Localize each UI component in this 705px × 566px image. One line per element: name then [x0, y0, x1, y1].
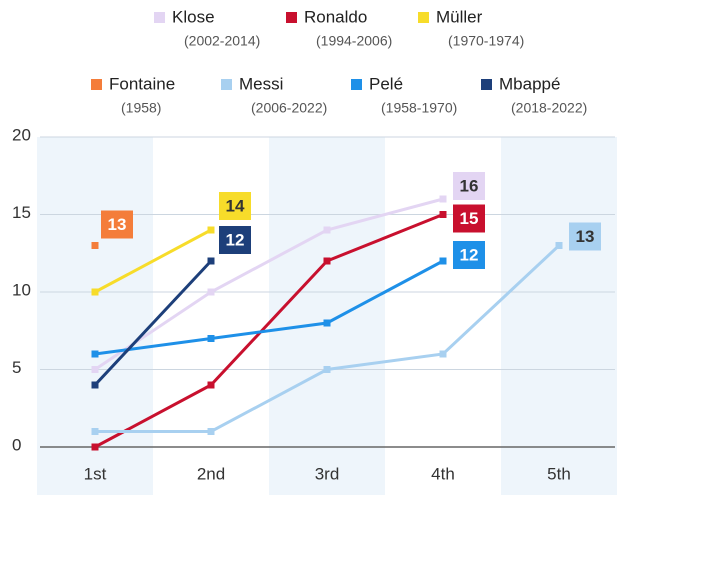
point	[439, 211, 447, 218]
legend-years: (2018-2022)	[511, 100, 587, 116]
legend-years: (2002-2014)	[184, 33, 260, 49]
value-label-box	[101, 210, 133, 239]
point	[207, 335, 215, 342]
point	[91, 288, 99, 296]
value-label: 12	[226, 230, 245, 249]
value-label: 16	[460, 176, 479, 195]
legend-swatch	[154, 12, 165, 23]
value-label: 13	[108, 215, 127, 234]
point	[91, 366, 99, 373]
legend-years: (2006-2022)	[251, 100, 327, 116]
column-band	[37, 137, 153, 495]
value-label: 12	[460, 245, 479, 264]
legend-label: Pelé	[369, 74, 403, 93]
legend-label: Mbappé	[499, 74, 560, 93]
value-label-box	[569, 222, 601, 251]
background	[37, 137, 617, 495]
series-line	[94, 197, 444, 371]
legend-swatch	[418, 12, 429, 23]
legend-swatch	[286, 12, 297, 23]
point	[91, 381, 99, 389]
legend-years: (1958-1970)	[381, 100, 457, 116]
value-label: 14	[226, 196, 245, 215]
y-tick-label: 15	[12, 203, 31, 222]
point	[207, 381, 215, 389]
point	[439, 195, 447, 203]
point	[323, 257, 331, 265]
legend-years: (1970-1974)	[448, 33, 524, 49]
x-tick-label: 2nd	[197, 464, 225, 483]
x-tick-label: 5th	[547, 464, 571, 483]
column-band	[269, 137, 385, 495]
legend-swatch	[91, 79, 102, 90]
point	[207, 428, 215, 435]
value-label-box	[219, 226, 251, 254]
y-tick-label: 20	[12, 125, 31, 144]
y-tick-label: 5	[12, 358, 21, 377]
legend-swatch	[481, 79, 492, 90]
legend-years: (1994-2006)	[316, 33, 392, 49]
point	[323, 366, 331, 373]
series-line	[94, 259, 444, 356]
series-line	[94, 228, 212, 294]
legend-label: Messi	[239, 74, 283, 93]
point	[91, 428, 99, 435]
series-line	[94, 213, 444, 449]
point	[91, 350, 99, 358]
point	[91, 443, 99, 451]
y-tick-label: 10	[12, 280, 31, 299]
x-tick-label: 4th	[431, 464, 455, 483]
point	[439, 257, 447, 265]
point	[323, 319, 331, 327]
series-line	[93, 259, 213, 387]
point	[323, 226, 331, 234]
legend-years: (1958)	[121, 100, 161, 116]
legend-label: Fontaine	[109, 74, 175, 93]
legend-label: Ronaldo	[304, 7, 367, 26]
point	[555, 242, 563, 249]
legend-label: Müller	[436, 7, 483, 26]
point	[207, 226, 215, 234]
point	[91, 242, 99, 249]
column-band	[501, 137, 617, 495]
legend-swatch	[221, 79, 232, 90]
legend-label: Klose	[172, 7, 215, 26]
x-tick-label: 1st	[84, 464, 107, 483]
value-label-box	[453, 204, 485, 233]
value-label-box	[219, 192, 251, 220]
x-tick-label: 3rd	[315, 464, 340, 483]
legend-swatch	[351, 79, 362, 90]
y-tick-label: 0	[12, 435, 21, 454]
point	[207, 288, 215, 296]
point	[207, 257, 215, 265]
value-label-box	[453, 172, 485, 200]
value-label: 13	[576, 227, 595, 246]
point	[439, 350, 447, 358]
value-label-box	[453, 241, 485, 269]
value-label: 15	[460, 209, 479, 228]
